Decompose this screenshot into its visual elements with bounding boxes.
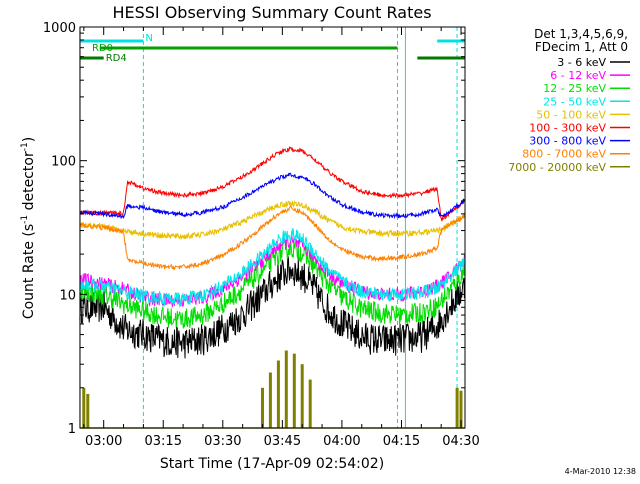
- chart-title: HESSI Observing Summary Count Rates: [112, 3, 431, 22]
- legend-label-6: 300 - 800 keV: [529, 135, 606, 148]
- y-tick-label-2: 100: [51, 155, 76, 170]
- legend-label-8: 7000 - 20000 keV: [508, 161, 606, 174]
- x-tick-label-2: 03:30: [204, 434, 241, 449]
- x-tick-label-4: 04:00: [323, 434, 360, 449]
- flag-label-rd0: RD0: [92, 43, 113, 54]
- x-tick-label-6: 04:30: [442, 434, 479, 449]
- y-axis-label-sup1: -1: [20, 215, 30, 224]
- series-0-line: [79, 254, 466, 359]
- legend-label-7: 800 - 7000 keV: [522, 148, 606, 161]
- y-axis-label: Count Rate (s-1 detector-1): [20, 137, 37, 319]
- legend-label-5: 100 - 300 keV: [529, 122, 606, 135]
- series-3-line: [79, 228, 466, 307]
- x-tick-label-1: 03:15: [145, 434, 182, 449]
- legend-label-1: 6 - 12 keV: [550, 69, 606, 82]
- legend-header-line-1: Det 1,3,4,5,6,9,: [534, 27, 628, 41]
- series-5-line: [79, 146, 466, 222]
- series-6-line: [79, 172, 466, 220]
- axes: 1 10 100 1000 03:00 03:15 03:30 03:45 04:00 04:15…: [43, 21, 480, 449]
- legend-label-2: 12 - 25 keV: [543, 82, 606, 95]
- flag-label-rd4: RD4: [106, 53, 127, 64]
- flag-label-n: N: [145, 33, 152, 44]
- y-axis-label-main: Count Rate (s: [21, 224, 37, 319]
- legend-label-0: 3 - 6 keV: [557, 56, 606, 69]
- y-axis-label-sup2: -1: [20, 142, 30, 151]
- x-tick-label-3: 03:45: [264, 434, 301, 449]
- x-tick-label-0: 03:00: [85, 434, 122, 449]
- plot-frame: [79, 26, 466, 429]
- x-axis-label: Start Time (17-Apr-09 02:54:02): [160, 456, 384, 472]
- y-tick-label-3: 1000: [43, 21, 76, 36]
- x-tick-label-5: 04:15: [383, 434, 420, 449]
- y-tick-label-1: 10: [59, 288, 76, 303]
- legend-label-3: 25 - 50 keV: [543, 95, 606, 108]
- legend-label-4: 50 - 100 keV: [536, 108, 606, 121]
- timestamp: 4-Mar-2010 12:38: [565, 467, 636, 476]
- y-axis-label-end: ): [21, 137, 37, 142]
- y-tick-label-0: 1: [68, 422, 76, 437]
- y-axis-label-mid: detector: [21, 151, 37, 215]
- legend-header-line-2: FDecim 1, Att 0: [535, 40, 628, 54]
- series-4-line: [79, 199, 466, 241]
- series-7-line: [79, 205, 466, 271]
- legend: Det 1,3,4,5,6,9, FDecim 1, Att 0 3 - 6 k…: [508, 27, 630, 174]
